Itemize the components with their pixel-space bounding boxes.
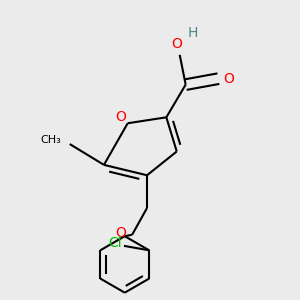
Text: CH₃: CH₃	[40, 135, 61, 145]
Text: Cl: Cl	[108, 236, 122, 250]
Text: O: O	[115, 226, 126, 240]
Text: O: O	[115, 110, 126, 124]
Text: O: O	[171, 38, 182, 52]
Text: O: O	[223, 72, 234, 86]
Text: H: H	[188, 26, 198, 40]
